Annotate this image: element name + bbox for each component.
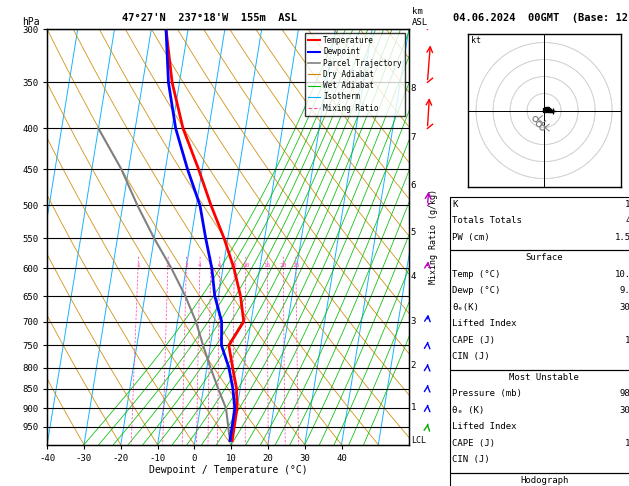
Text: 3: 3 — [411, 317, 416, 326]
Text: 1.55: 1.55 — [615, 233, 629, 242]
Text: θₑ (K): θₑ (K) — [452, 406, 484, 415]
Text: CIN (J): CIN (J) — [452, 455, 490, 465]
Text: 47°27'N  237°18'W  155m  ASL: 47°27'N 237°18'W 155m ASL — [123, 13, 298, 23]
Text: 13: 13 — [625, 439, 629, 448]
Text: Lifted Index: Lifted Index — [452, 422, 517, 432]
Text: 8: 8 — [411, 84, 416, 93]
Text: Surface: Surface — [525, 253, 563, 262]
Text: 6: 6 — [411, 181, 416, 190]
Text: K: K — [452, 200, 458, 209]
Text: Lifted Index: Lifted Index — [452, 319, 517, 329]
Text: kt: kt — [471, 35, 481, 45]
Text: 9.5: 9.5 — [620, 286, 629, 295]
Text: θₑ(K): θₑ(K) — [452, 303, 479, 312]
Text: PW (cm): PW (cm) — [452, 233, 490, 242]
Text: 4: 4 — [411, 272, 416, 281]
Text: 1: 1 — [136, 263, 140, 268]
Text: 20: 20 — [280, 263, 287, 268]
Text: 7: 7 — [411, 133, 416, 142]
Text: hPa: hPa — [22, 17, 40, 27]
Text: 6: 6 — [218, 263, 221, 268]
Text: CAPE (J): CAPE (J) — [452, 439, 495, 448]
Text: 43: 43 — [625, 216, 629, 226]
Text: CAPE (J): CAPE (J) — [452, 336, 495, 345]
Text: Totals Totals: Totals Totals — [452, 216, 522, 226]
Text: 17: 17 — [625, 200, 629, 209]
Text: Hodograph: Hodograph — [520, 476, 568, 485]
Text: 1: 1 — [411, 403, 416, 413]
Text: 25: 25 — [292, 263, 300, 268]
Text: 13: 13 — [625, 336, 629, 345]
Text: Pressure (mb): Pressure (mb) — [452, 389, 522, 399]
Text: 15: 15 — [264, 263, 271, 268]
Text: 2: 2 — [166, 263, 170, 268]
Text: 8: 8 — [232, 263, 236, 268]
Text: km
ASL: km ASL — [412, 7, 428, 27]
Text: 5: 5 — [411, 227, 416, 237]
X-axis label: Dewpoint / Temperature (°C): Dewpoint / Temperature (°C) — [148, 466, 308, 475]
Text: CIN (J): CIN (J) — [452, 352, 490, 362]
Text: Temp (°C): Temp (°C) — [452, 270, 501, 279]
Text: 2: 2 — [411, 361, 416, 370]
Text: Mixing Ratio (g/kg): Mixing Ratio (g/kg) — [429, 190, 438, 284]
Text: 10.1: 10.1 — [615, 270, 629, 279]
Text: 04.06.2024  00GMT  (Base: 12): 04.06.2024 00GMT (Base: 12) — [454, 13, 629, 23]
Text: 5: 5 — [209, 263, 213, 268]
Text: LCL: LCL — [411, 436, 426, 445]
Text: Dewp (°C): Dewp (°C) — [452, 286, 501, 295]
Legend: Temperature, Dewpoint, Parcel Trajectory, Dry Adiabat, Wet Adiabat, Isotherm, Mi: Temperature, Dewpoint, Parcel Trajectory… — [305, 33, 405, 116]
Text: Most Unstable: Most Unstable — [509, 373, 579, 382]
Text: 4: 4 — [198, 263, 202, 268]
Text: 305: 305 — [620, 406, 629, 415]
Text: 3: 3 — [184, 263, 188, 268]
Text: 10: 10 — [242, 263, 250, 268]
Text: 305: 305 — [620, 303, 629, 312]
Text: 986: 986 — [620, 389, 629, 399]
